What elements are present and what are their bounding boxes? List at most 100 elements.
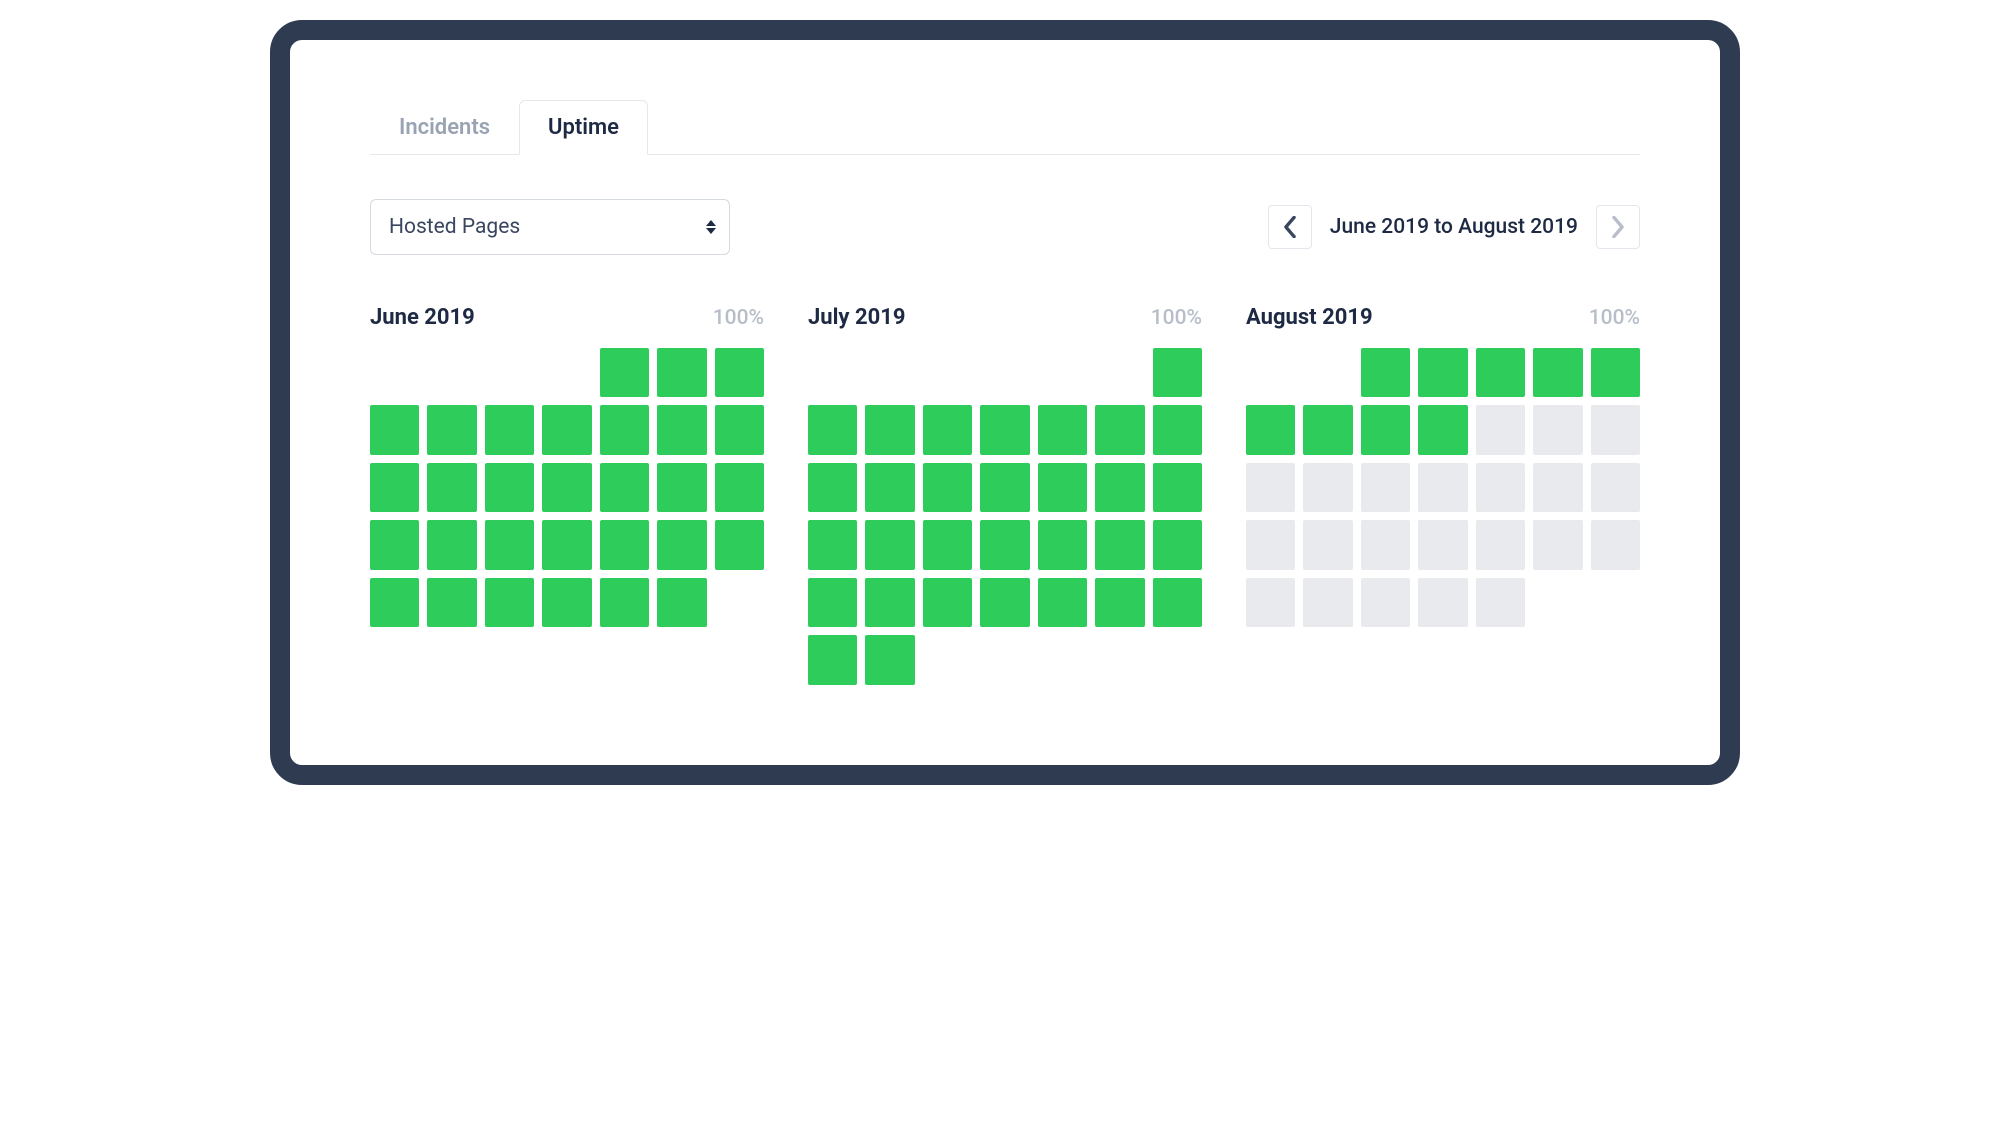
day-cell[interactable] bbox=[1418, 520, 1467, 569]
day-cell[interactable] bbox=[427, 578, 476, 627]
day-cell[interactable] bbox=[1246, 405, 1295, 454]
day-cell[interactable] bbox=[980, 463, 1029, 512]
tab-incidents[interactable]: Incidents bbox=[370, 100, 519, 155]
day-cell[interactable] bbox=[1153, 520, 1202, 569]
day-cell[interactable] bbox=[1418, 463, 1467, 512]
day-cell[interactable] bbox=[600, 578, 649, 627]
day-cell[interactable] bbox=[808, 405, 857, 454]
day-cell[interactable] bbox=[1418, 405, 1467, 454]
component-select[interactable]: Hosted Pages bbox=[370, 199, 730, 255]
day-cell[interactable] bbox=[865, 463, 914, 512]
day-cell[interactable] bbox=[1246, 520, 1295, 569]
day-cell[interactable] bbox=[657, 348, 706, 397]
day-cell[interactable] bbox=[370, 463, 419, 512]
day-cell[interactable] bbox=[1361, 405, 1410, 454]
day-cell[interactable] bbox=[1418, 348, 1467, 397]
day-cell[interactable] bbox=[1303, 578, 1352, 627]
day-cell[interactable] bbox=[865, 405, 914, 454]
day-cell[interactable] bbox=[1095, 578, 1144, 627]
day-cell[interactable] bbox=[715, 348, 764, 397]
day-cell[interactable] bbox=[1246, 463, 1295, 512]
day-cell[interactable] bbox=[1591, 348, 1640, 397]
day-cell[interactable] bbox=[1533, 520, 1582, 569]
day-cell[interactable] bbox=[427, 463, 476, 512]
day-cell[interactable] bbox=[1095, 405, 1144, 454]
day-cell[interactable] bbox=[980, 520, 1029, 569]
component-select-value: Hosted Pages bbox=[389, 215, 520, 239]
day-cell[interactable] bbox=[1095, 463, 1144, 512]
day-cell[interactable] bbox=[657, 520, 706, 569]
day-cell[interactable] bbox=[1533, 405, 1582, 454]
day-cell[interactable] bbox=[980, 578, 1029, 627]
day-cell[interactable] bbox=[1038, 578, 1087, 627]
day-cell[interactable] bbox=[1038, 520, 1087, 569]
day-cell[interactable] bbox=[808, 635, 857, 684]
day-cell[interactable] bbox=[1361, 348, 1410, 397]
day-cell[interactable] bbox=[370, 520, 419, 569]
day-cell[interactable] bbox=[542, 578, 591, 627]
day-cell[interactable] bbox=[370, 578, 419, 627]
day-cell[interactable] bbox=[657, 405, 706, 454]
day-cell[interactable] bbox=[542, 463, 591, 512]
day-cell[interactable] bbox=[485, 520, 534, 569]
day-cell[interactable] bbox=[1361, 463, 1410, 512]
day-cell[interactable] bbox=[1153, 348, 1202, 397]
prev-range-button[interactable] bbox=[1268, 205, 1312, 249]
day-cell[interactable] bbox=[1591, 463, 1640, 512]
day-cell-empty bbox=[427, 348, 476, 397]
day-cell[interactable] bbox=[427, 405, 476, 454]
day-cell[interactable] bbox=[1361, 578, 1410, 627]
day-cell[interactable] bbox=[1303, 520, 1352, 569]
day-cell[interactable] bbox=[808, 520, 857, 569]
day-cell[interactable] bbox=[923, 578, 972, 627]
day-cell[interactable] bbox=[370, 405, 419, 454]
day-cell[interactable] bbox=[1361, 520, 1410, 569]
day-cell[interactable] bbox=[1038, 463, 1087, 512]
day-cell[interactable] bbox=[1476, 578, 1525, 627]
day-cell[interactable] bbox=[923, 520, 972, 569]
day-cell[interactable] bbox=[1476, 405, 1525, 454]
day-cell[interactable] bbox=[865, 635, 914, 684]
day-cell[interactable] bbox=[542, 405, 591, 454]
day-cell[interactable] bbox=[1095, 520, 1144, 569]
day-cell[interactable] bbox=[485, 463, 534, 512]
day-cell[interactable] bbox=[600, 405, 649, 454]
day-cell[interactable] bbox=[1246, 578, 1295, 627]
day-cell[interactable] bbox=[715, 405, 764, 454]
day-cell[interactable] bbox=[808, 578, 857, 627]
day-cell[interactable] bbox=[1591, 405, 1640, 454]
day-cell[interactable] bbox=[1153, 463, 1202, 512]
day-cell[interactable] bbox=[1153, 578, 1202, 627]
day-cell[interactable] bbox=[715, 463, 764, 512]
day-cell[interactable] bbox=[1476, 520, 1525, 569]
day-cell[interactable] bbox=[715, 520, 764, 569]
day-cell[interactable] bbox=[1533, 463, 1582, 512]
day-cell[interactable] bbox=[1038, 405, 1087, 454]
day-cell[interactable] bbox=[600, 463, 649, 512]
next-range-button[interactable] bbox=[1596, 205, 1640, 249]
day-cell[interactable] bbox=[1153, 405, 1202, 454]
day-cell[interactable] bbox=[485, 405, 534, 454]
day-cell[interactable] bbox=[865, 520, 914, 569]
day-cell[interactable] bbox=[1303, 405, 1352, 454]
day-cell[interactable] bbox=[1591, 520, 1640, 569]
day-cell[interactable] bbox=[980, 405, 1029, 454]
day-cell[interactable] bbox=[923, 463, 972, 512]
day-cell[interactable] bbox=[923, 405, 972, 454]
day-cell[interactable] bbox=[1476, 348, 1525, 397]
day-cell[interactable] bbox=[1303, 463, 1352, 512]
day-cell[interactable] bbox=[427, 520, 476, 569]
day-cell[interactable] bbox=[542, 520, 591, 569]
day-cell[interactable] bbox=[600, 348, 649, 397]
day-cell[interactable] bbox=[865, 578, 914, 627]
day-cell[interactable] bbox=[808, 463, 857, 512]
day-cell[interactable] bbox=[657, 578, 706, 627]
day-cell-empty bbox=[923, 348, 972, 397]
tab-uptime[interactable]: Uptime bbox=[519, 100, 648, 155]
day-cell[interactable] bbox=[485, 578, 534, 627]
day-cell[interactable] bbox=[1476, 463, 1525, 512]
day-cell[interactable] bbox=[657, 463, 706, 512]
day-cell[interactable] bbox=[1533, 348, 1582, 397]
day-cell[interactable] bbox=[1418, 578, 1467, 627]
day-cell[interactable] bbox=[600, 520, 649, 569]
